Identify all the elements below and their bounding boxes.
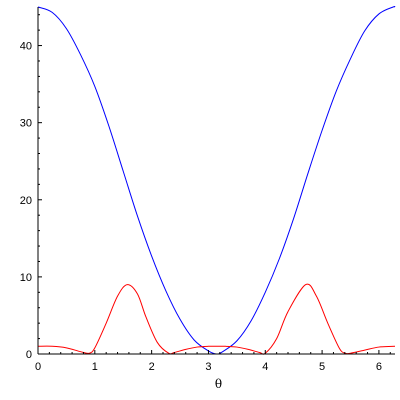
series-line-1: [37, 5, 396, 355]
y-tick-label: 0: [26, 349, 32, 361]
x-tick-label: 4: [262, 361, 268, 373]
x-tick-label: 3: [205, 361, 211, 373]
axes-layer: [37, 7, 395, 355]
x-tick-label: 2: [149, 361, 155, 373]
x-tick-label: 5: [319, 361, 325, 373]
series-layer: [37, 5, 396, 355]
y-tick-label: 10: [20, 272, 32, 284]
y-tick-label: 30: [20, 118, 32, 130]
x-tick-label: 1: [92, 361, 98, 373]
x-axis-label: θ: [215, 377, 222, 391]
y-tick-label: 20: [20, 195, 32, 207]
x-tick-label: 0: [35, 361, 41, 373]
x-tick-label: 6: [376, 361, 382, 373]
y-tick-label: 40: [20, 41, 32, 53]
series-line-2: [37, 283, 396, 355]
ticks-layer: 0 1 2 3 4 5 6 0 10 20 30 40: [20, 14, 391, 373]
